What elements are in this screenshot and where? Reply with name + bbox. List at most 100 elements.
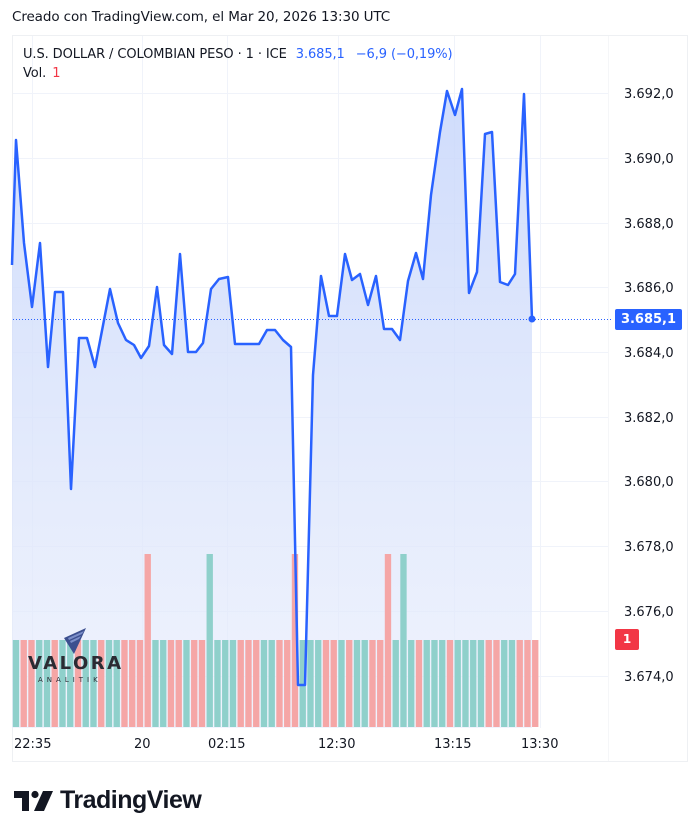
volume-value: 1	[52, 66, 61, 81]
volume-bar	[136, 640, 144, 727]
volume-bar	[98, 640, 105, 727]
volume-bar	[20, 640, 27, 727]
time-label-2: 02:15	[208, 737, 246, 752]
volume-bar	[377, 640, 384, 727]
price-line	[10, 87, 534, 687]
volume-bar	[206, 554, 213, 727]
volume-bar	[74, 640, 82, 727]
volume-bar	[508, 640, 516, 727]
volume-bar	[113, 640, 120, 727]
volume-bar	[121, 640, 128, 727]
volume-bar	[191, 640, 198, 727]
valora-logo-icon	[64, 628, 86, 654]
volume-bar	[446, 640, 454, 727]
volume-bar	[299, 640, 306, 727]
watermark-title: VALORA	[28, 653, 124, 674]
volume-bar	[501, 640, 508, 727]
volume-bar	[284, 640, 291, 727]
last-price-dot	[528, 315, 536, 323]
volume-bar	[439, 640, 446, 727]
volume-bar	[43, 640, 51, 727]
volume-bar	[338, 640, 345, 727]
volume-bar	[462, 640, 469, 727]
volume-bar	[82, 640, 89, 727]
volume-bar	[408, 640, 415, 727]
valora-analitik-watermark: VALORA ANALITIK	[24, 626, 124, 692]
volume-bar	[160, 640, 167, 727]
svg-text:3.678,0: 3.678,0	[624, 540, 674, 555]
volume-bar	[105, 640, 113, 727]
svg-text:3.674,0: 3.674,0	[624, 670, 674, 685]
volume-bar	[330, 640, 337, 727]
time-label-1: 20	[134, 737, 151, 752]
time-label-3: 12:30	[318, 737, 356, 752]
volume-bar	[524, 640, 531, 727]
volume-bar	[183, 640, 190, 727]
volume-bar	[214, 640, 221, 727]
volume-bar	[268, 640, 275, 727]
volume-bar	[237, 640, 244, 727]
volume-bar	[315, 640, 322, 727]
volume-bar	[384, 554, 392, 727]
volume-bar	[392, 640, 399, 727]
volume-bar	[369, 640, 376, 727]
svg-text:3.690,0: 3.690,0	[624, 152, 674, 167]
svg-text:3.680,0: 3.680,0	[624, 475, 674, 490]
svg-text:3.676,0: 3.676,0	[624, 605, 674, 620]
volume-bar	[129, 640, 136, 727]
volume-bar	[59, 640, 66, 727]
svg-text:3.682,0: 3.682,0	[624, 411, 674, 426]
volume-bar	[470, 640, 477, 727]
volume-bar	[36, 640, 43, 727]
volume-bar	[400, 554, 407, 727]
volume-bar	[245, 640, 252, 727]
volume-bar	[222, 640, 229, 727]
volume-bars	[12, 554, 539, 727]
volume-bar	[322, 640, 330, 727]
volume-bar	[229, 640, 237, 727]
volume-bar	[28, 640, 35, 727]
brand-name: TradingView	[60, 786, 202, 814]
volume-bar	[493, 640, 500, 727]
time-label-4: 13:15	[434, 737, 472, 752]
last-price: 3.685,1	[295, 47, 345, 62]
volume-bar	[67, 640, 74, 727]
price-axis-labels: 3.692,0 3.690,0 3.688,0 3.686,0 3.684,0 …	[624, 87, 674, 685]
volume-bar	[90, 640, 97, 727]
volume-bar	[253, 640, 260, 727]
volume-bar	[353, 640, 361, 727]
volume-bar	[291, 554, 299, 727]
tradingview-logo-icon	[14, 790, 53, 811]
symbol-title[interactable]: U.S. DOLLAR / COLOMBIAN PESO · 1 · ICE	[23, 47, 287, 62]
time-label-5: 13:30	[521, 737, 559, 752]
volume-bar	[152, 640, 159, 727]
time-label-0: 22:35	[14, 737, 52, 752]
volume-bar	[12, 640, 20, 727]
svg-text:3.684,0: 3.684,0	[624, 346, 674, 361]
volume-bar	[167, 640, 175, 727]
volume-bar	[51, 640, 58, 727]
volume-bar	[485, 640, 492, 727]
volume-bar	[532, 640, 539, 727]
tradingview-brand[interactable]: TradingView	[14, 786, 202, 815]
volume-bar	[516, 640, 523, 727]
volume-bar	[260, 640, 268, 727]
chart-legend: U.S. DOLLAR / COLOMBIAN PESO · 1 · ICE 3…	[23, 45, 453, 83]
volume-bar	[423, 640, 430, 727]
volume-bar	[454, 640, 461, 727]
volume-row: Vol. 1	[23, 64, 452, 83]
volume-bar	[415, 640, 423, 727]
volume-bar	[431, 640, 438, 727]
volume-bar	[361, 640, 368, 727]
price-change: −6,9 (−0,19%)	[355, 47, 453, 62]
volume-label[interactable]: Vol.	[23, 66, 47, 81]
svg-text:3.692,0: 3.692,0	[624, 87, 674, 102]
current-price-tag: 3.685,1	[615, 309, 682, 330]
svg-text:3.686,0: 3.686,0	[624, 281, 674, 296]
volume-bar	[307, 640, 314, 727]
volume-tag: 1	[615, 629, 639, 650]
watermark-subtitle: ANALITIK	[38, 676, 102, 684]
volume-bar	[477, 640, 485, 727]
volume-bar	[346, 640, 353, 727]
